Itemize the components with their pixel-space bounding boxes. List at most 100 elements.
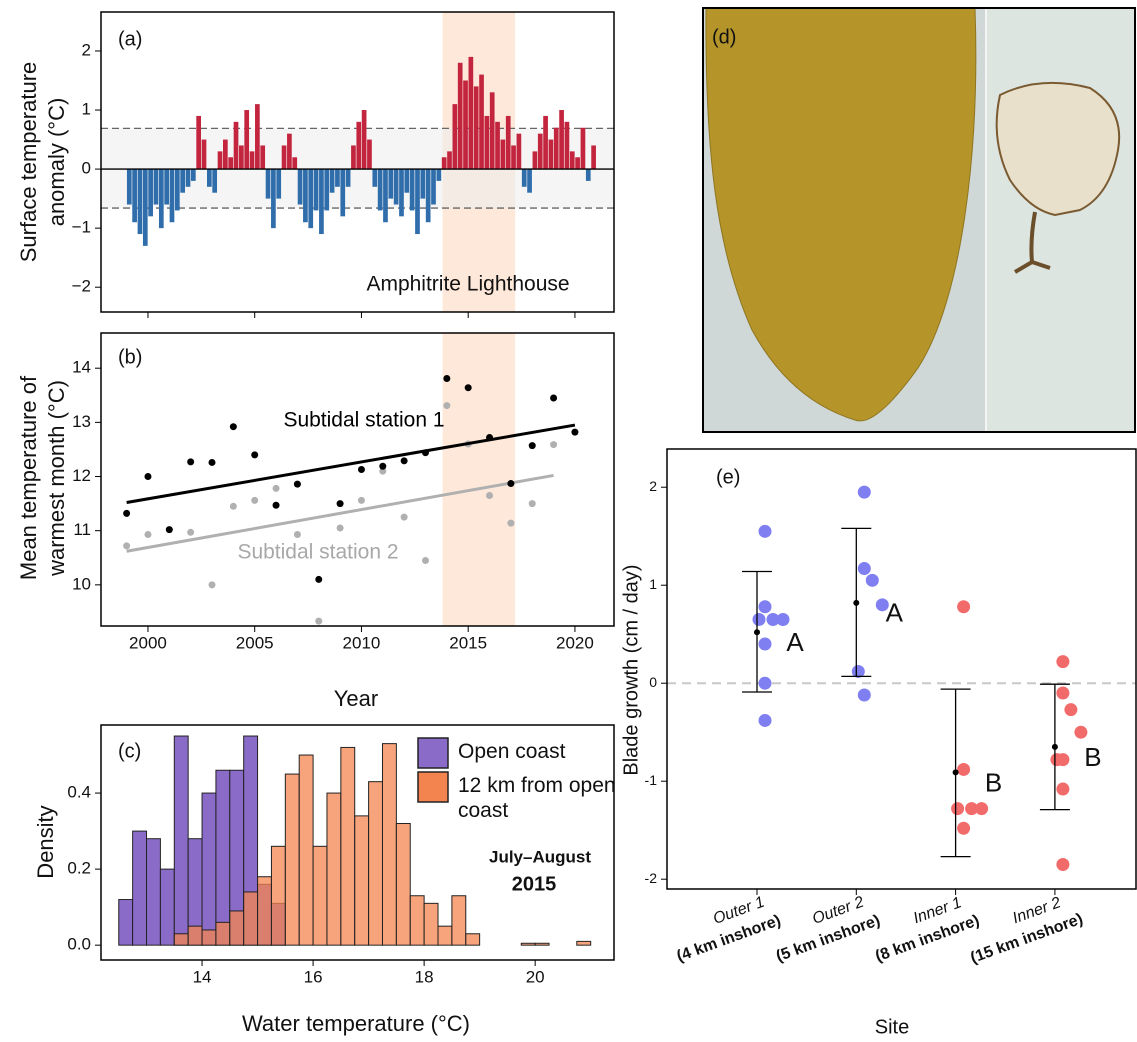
y-tick-label: 1 bbox=[649, 576, 657, 592]
point bbox=[507, 480, 515, 488]
series-label: Subtidal station 1 bbox=[283, 409, 444, 432]
panel-label: (e) bbox=[716, 466, 740, 488]
point bbox=[315, 575, 323, 583]
bar bbox=[495, 121, 500, 170]
bar bbox=[153, 169, 159, 205]
trend-line bbox=[126, 473, 554, 553]
plot-frame bbox=[100, 11, 615, 313]
point bbox=[400, 513, 408, 521]
histogram-bar bbox=[534, 942, 550, 946]
point bbox=[507, 519, 515, 527]
point bbox=[272, 501, 280, 509]
point bbox=[857, 485, 871, 499]
plot-frame bbox=[100, 724, 615, 961]
point bbox=[957, 821, 971, 835]
x-tick-label: 16 bbox=[304, 967, 323, 986]
point bbox=[951, 802, 965, 816]
bar bbox=[180, 169, 186, 193]
point bbox=[857, 688, 871, 702]
bar bbox=[457, 62, 463, 170]
histogram-bar bbox=[173, 933, 189, 946]
bar bbox=[452, 104, 458, 170]
panel-label: (c) bbox=[118, 740, 141, 762]
point bbox=[293, 530, 301, 538]
panel-label: (b) bbox=[118, 346, 142, 368]
histogram-bar bbox=[146, 838, 161, 946]
x-tick-label: 2015 bbox=[449, 633, 487, 652]
photo-panel: (d) bbox=[702, 7, 1136, 433]
y-tick-label: 2 bbox=[82, 40, 91, 59]
highlight-band bbox=[442, 333, 516, 626]
bar bbox=[244, 110, 250, 170]
point bbox=[766, 613, 780, 627]
point bbox=[865, 573, 879, 587]
point bbox=[208, 581, 216, 589]
point bbox=[758, 600, 772, 614]
y-axis-label: Density bbox=[33, 805, 58, 878]
bar bbox=[345, 169, 351, 187]
bar bbox=[303, 169, 308, 223]
y-axis-label: Surface temperature bbox=[16, 62, 41, 263]
x-tick-label: 2000 bbox=[129, 633, 167, 652]
bar bbox=[142, 169, 148, 246]
point bbox=[421, 449, 429, 457]
point bbox=[379, 462, 387, 470]
point bbox=[776, 613, 790, 627]
point bbox=[965, 802, 979, 816]
bar bbox=[271, 169, 276, 229]
point bbox=[421, 556, 429, 564]
histogram-bar bbox=[118, 899, 134, 946]
bar bbox=[537, 133, 543, 170]
histogram-bar bbox=[395, 822, 411, 946]
histogram-bar bbox=[257, 876, 272, 946]
point bbox=[1056, 753, 1070, 767]
y-tick-label: 0.4 bbox=[67, 783, 91, 802]
point bbox=[315, 617, 323, 625]
bar bbox=[126, 169, 132, 205]
mean-point bbox=[853, 599, 860, 606]
photo-frame bbox=[702, 7, 1136, 433]
bar bbox=[575, 157, 580, 170]
bar bbox=[436, 169, 442, 181]
point bbox=[550, 441, 558, 449]
histogram-bar bbox=[243, 891, 259, 946]
bar bbox=[335, 169, 340, 187]
bar bbox=[383, 169, 388, 223]
x-axis-label: Water temperature (°C) bbox=[242, 1011, 470, 1036]
y-tick-label: 14 bbox=[72, 358, 91, 377]
bar bbox=[399, 169, 404, 217]
bar bbox=[324, 169, 330, 211]
bar bbox=[132, 169, 137, 223]
histogram-bar bbox=[215, 921, 231, 946]
histogram-bar bbox=[437, 925, 453, 946]
panel-label: (d) bbox=[712, 26, 736, 48]
legend-swatch bbox=[417, 771, 449, 803]
bar bbox=[319, 169, 324, 235]
point bbox=[443, 402, 451, 410]
mean-point bbox=[754, 629, 760, 636]
legend-swatch bbox=[417, 737, 449, 769]
bar bbox=[233, 121, 239, 170]
histogram-bar bbox=[340, 746, 356, 946]
bar bbox=[527, 169, 532, 193]
kelp-blade bbox=[705, 7, 977, 422]
x-tick-label: 2020 bbox=[556, 633, 594, 652]
histogram-bar bbox=[270, 845, 286, 946]
x-tick-label: 20 bbox=[526, 967, 545, 986]
point bbox=[571, 428, 579, 436]
x-tick-label: 2010 bbox=[343, 633, 381, 652]
bar bbox=[447, 151, 452, 170]
bar bbox=[255, 104, 260, 170]
bar bbox=[484, 115, 490, 170]
histogram-bar bbox=[520, 942, 536, 946]
y-tick-label: −1 bbox=[72, 218, 91, 237]
y-tick-label: 1 bbox=[82, 100, 91, 119]
point bbox=[758, 676, 772, 690]
histogram-bar bbox=[159, 868, 175, 946]
bar bbox=[431, 169, 436, 205]
point bbox=[1064, 703, 1078, 717]
point bbox=[975, 802, 989, 816]
bar bbox=[388, 169, 394, 199]
point bbox=[1056, 858, 1070, 872]
point bbox=[336, 524, 344, 532]
